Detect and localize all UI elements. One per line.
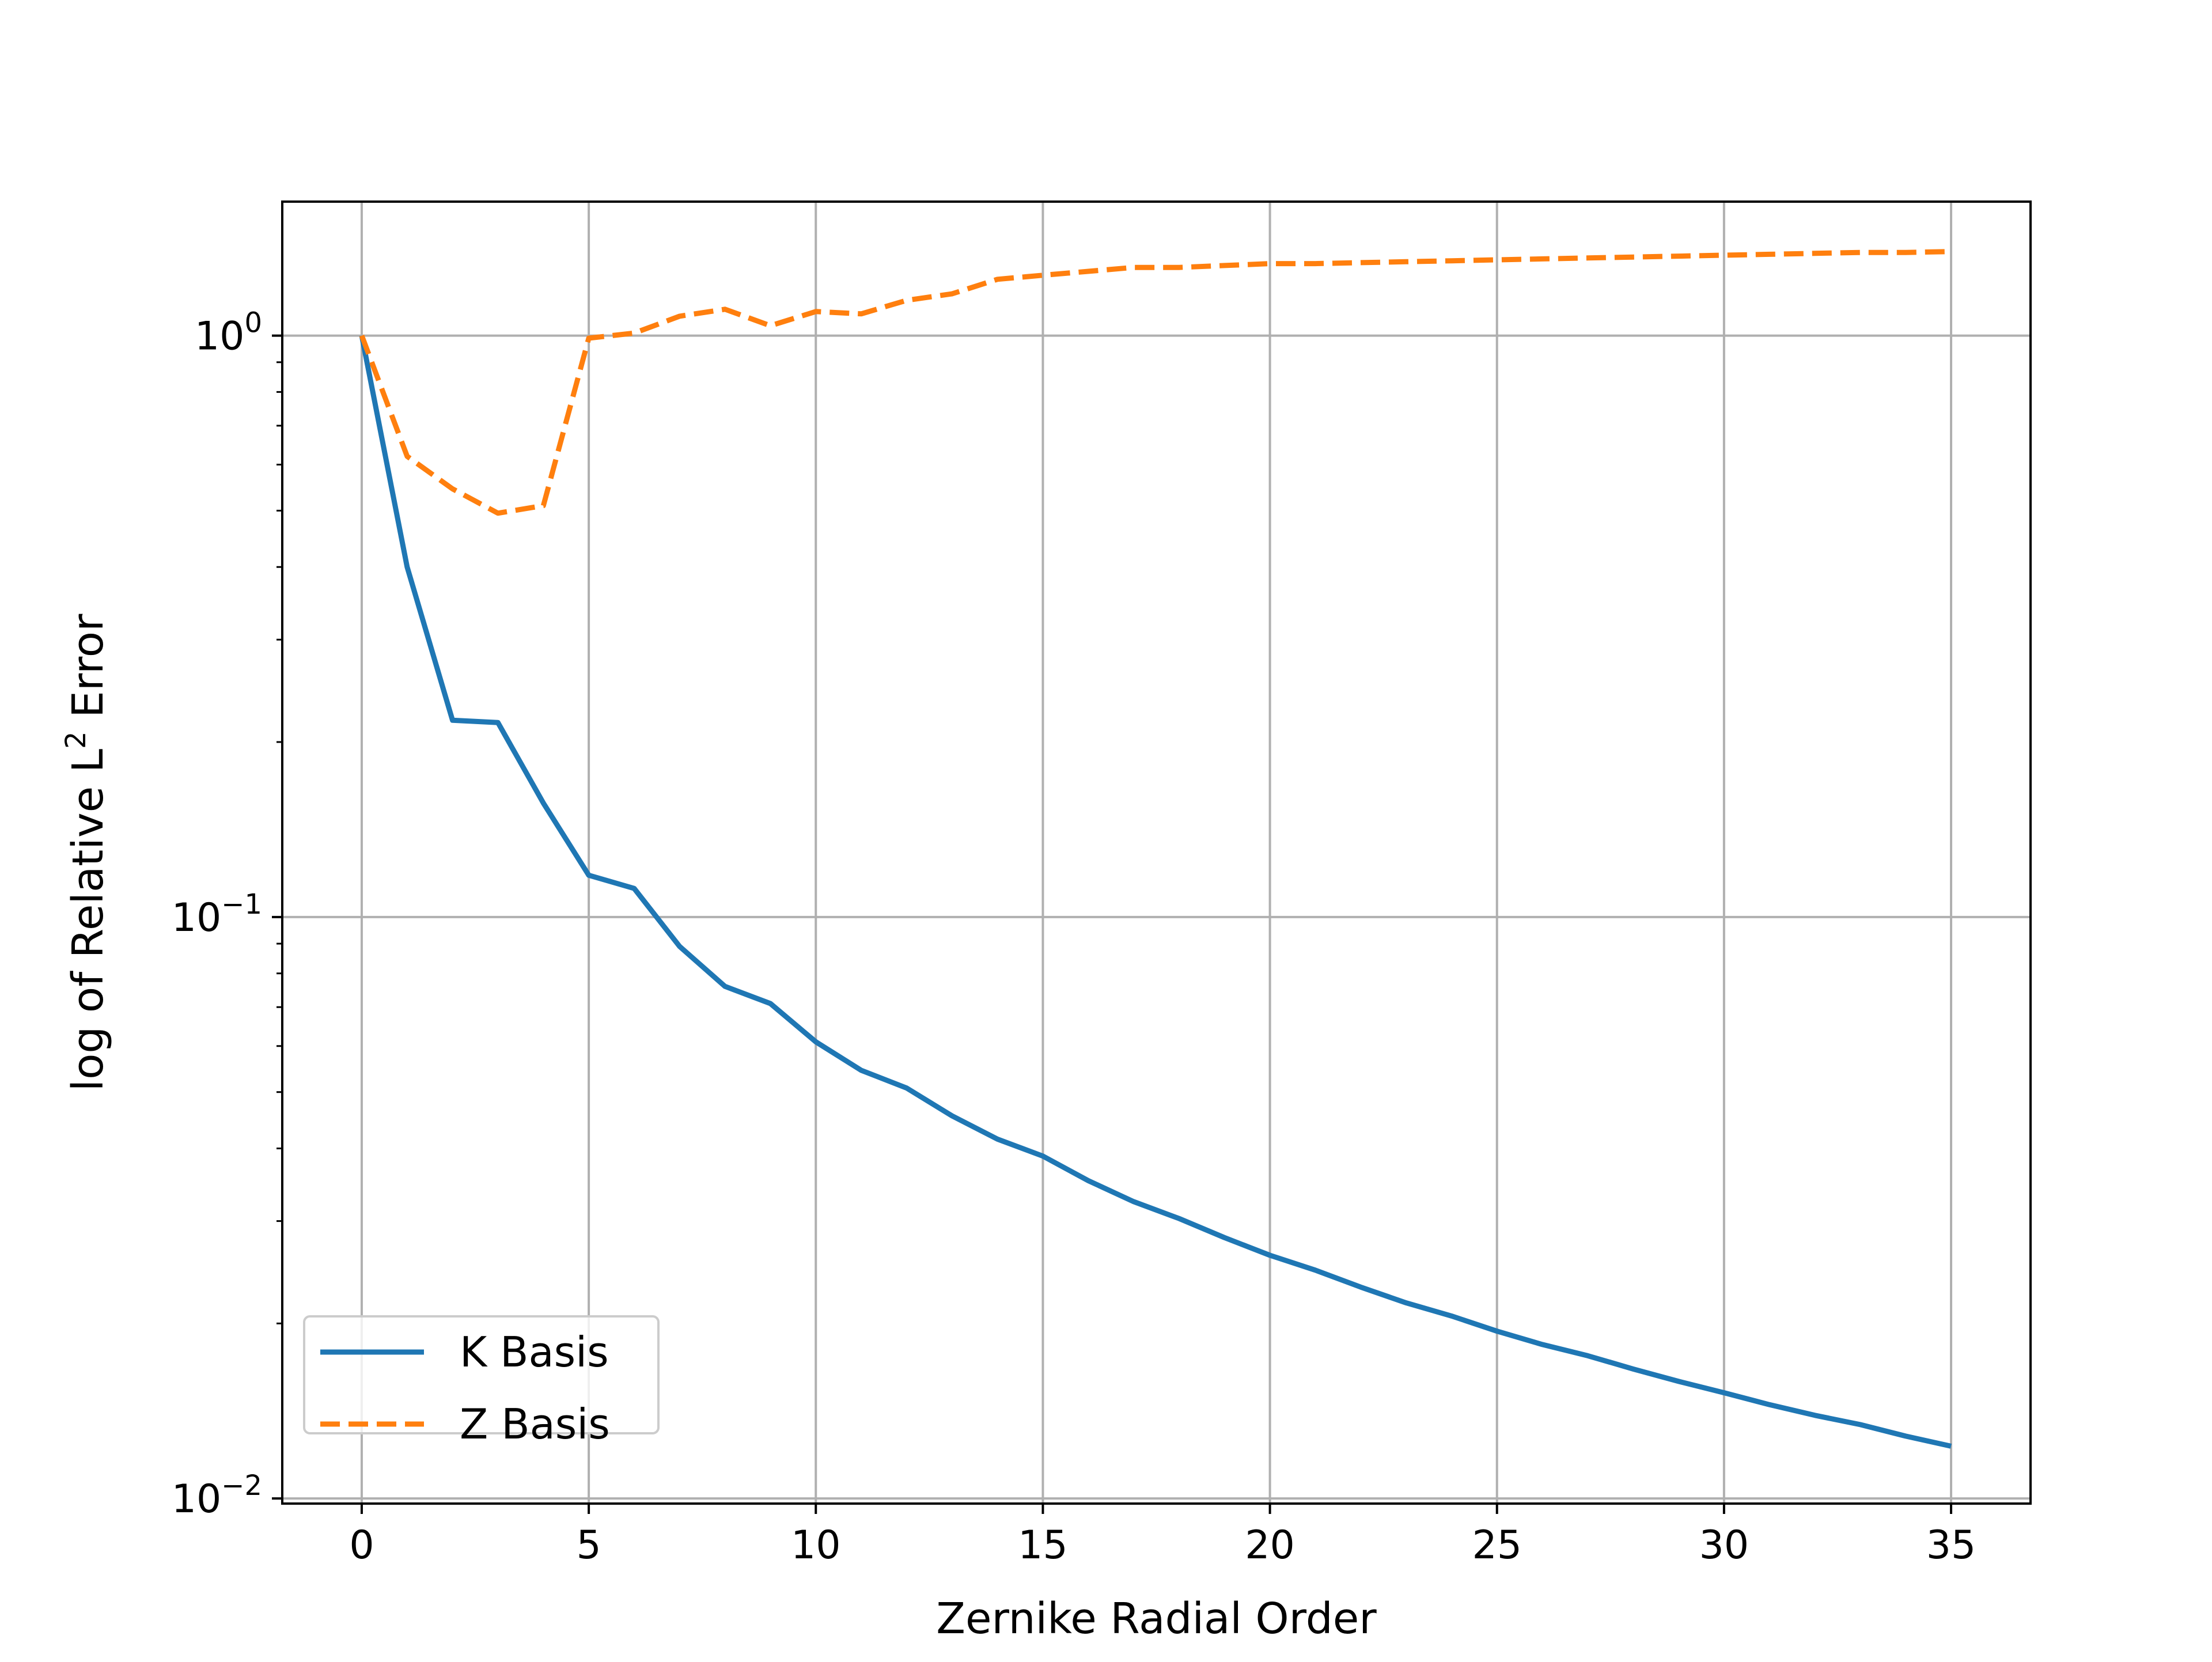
y-tick-label-exponent: 0 (244, 307, 262, 339)
y-tick-label-base: 10 (195, 314, 245, 359)
series-layer (359, 249, 1952, 1449)
y-axis-label-suffix: Error (63, 614, 113, 731)
x-tick-label: 25 (1472, 1523, 1522, 1568)
series-line-k-basis (359, 335, 1952, 1449)
x-tick-label: 0 (349, 1523, 374, 1568)
x-tick-label: 30 (1699, 1523, 1749, 1568)
x-tick-label: 35 (1926, 1523, 1976, 1568)
y-tick-label-base: 10 (172, 895, 222, 941)
series-line-z-basis (359, 249, 1952, 516)
grid (282, 202, 2031, 1504)
x-tick-label: 15 (1018, 1523, 1068, 1568)
y-tick-label-base: 10 (172, 1477, 222, 1522)
x-axis-label: Zernike Radial Order (936, 1594, 1377, 1644)
y-axis-label-prefix: log of Relative L (63, 749, 113, 1091)
x-tick-label: 20 (1245, 1523, 1295, 1568)
legend: K Basis Z Basis (303, 1315, 660, 1448)
legend-label-k-basis: K Basis (460, 1328, 609, 1376)
y-tick-label-exponent: −1 (221, 888, 262, 921)
y-tick-label: 10−2 (172, 1470, 262, 1522)
x-tick-label: 5 (576, 1523, 601, 1568)
y-axis-label: log of Relative L2 Error (60, 614, 113, 1091)
legend-label-z-basis: Z Basis (460, 1400, 610, 1448)
x-tick-label: 10 (791, 1523, 841, 1568)
plot-frame (281, 200, 2032, 1505)
y-tick-label: 10−1 (172, 888, 262, 941)
legend-box (303, 1315, 660, 1434)
y-axis-label-superscript: 2 (60, 732, 92, 749)
y-tick-label: 100 (195, 307, 262, 359)
y-tick-label-exponent: −2 (221, 1470, 262, 1502)
